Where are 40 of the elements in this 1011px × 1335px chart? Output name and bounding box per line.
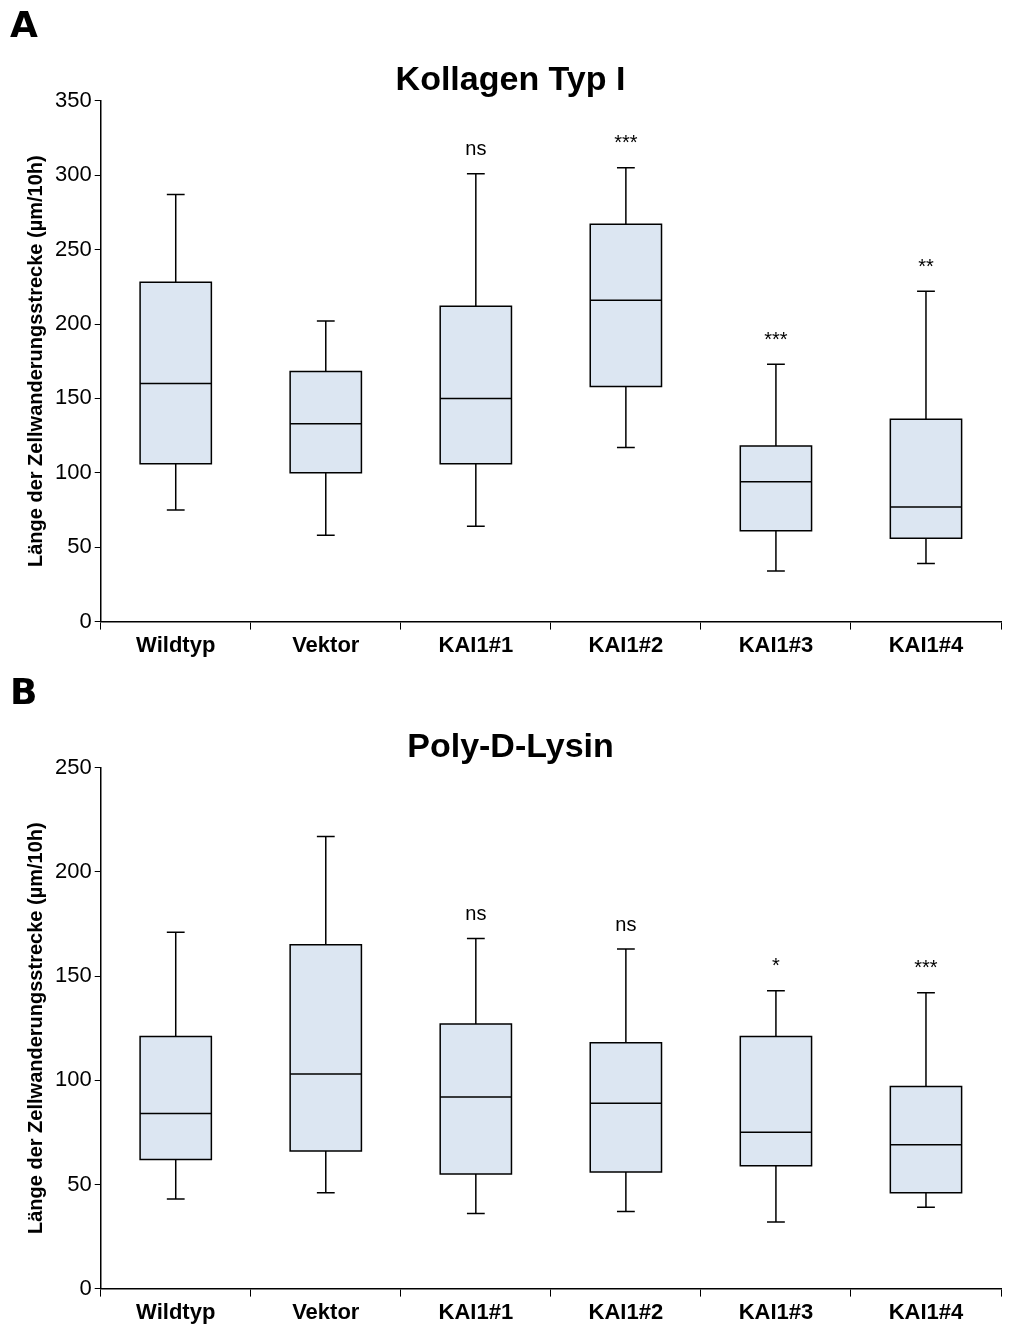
- y-tick-label: 50: [67, 1170, 92, 1196]
- annotation: ***: [764, 327, 788, 350]
- y-tick-label: 150: [54, 384, 92, 410]
- y-tick-label: 300: [54, 161, 92, 187]
- y-tick-label: 200: [54, 858, 92, 884]
- y-tick-label: 350: [54, 86, 92, 112]
- annotation: *: [772, 954, 781, 977]
- x-tick-label: KAI1#2: [588, 1298, 664, 1324]
- x-tick-label: KAI1#4: [888, 631, 965, 657]
- x-tick-label: KAI1#1: [438, 631, 514, 657]
- chart-title: Poly-D-Lysin: [407, 725, 614, 764]
- x-tick-label: KAI1#3: [738, 631, 814, 657]
- x-tick-label: Wildtyp: [136, 631, 216, 657]
- annotation: ***: [914, 956, 938, 979]
- y-axis-title: Länge der Zellwanderungsstrecke (µm/10h): [23, 822, 46, 1235]
- annotation: **: [918, 254, 934, 277]
- y-tick-label: 200: [54, 310, 92, 336]
- text: A: [10, 4, 38, 45]
- x-tick-label: KAI1#2: [588, 631, 664, 657]
- text: B: [10, 671, 38, 712]
- annotation: ns: [465, 902, 487, 925]
- annotation: ***: [614, 131, 638, 154]
- y-tick-label: 150: [54, 962, 92, 988]
- chart-title: Kollagen Typ I: [395, 58, 626, 97]
- y-tick-label: 250: [54, 235, 92, 261]
- x-tick-label: KAI1#3: [738, 1298, 814, 1324]
- x-tick-label: Vektor: [292, 631, 360, 657]
- y-tick-label: 250: [54, 753, 92, 779]
- y-tick-label: 0: [79, 1274, 92, 1300]
- y-tick-label: 0: [79, 607, 92, 633]
- y-axis-title: Länge der Zellwanderungsstrecke (µm/10h): [23, 155, 46, 568]
- x-tick-label: Wildtyp: [136, 1298, 216, 1324]
- y-tick-label: 100: [54, 458, 92, 484]
- annotation: ns: [465, 137, 487, 160]
- x-tick-label: Vektor: [292, 1298, 360, 1324]
- annotation: ns: [615, 912, 637, 935]
- x-tick-label: KAI1#1: [438, 1298, 514, 1324]
- y-tick-label: 50: [67, 533, 92, 559]
- x-tick-label: KAI1#4: [888, 1298, 965, 1324]
- y-tick-label: 100: [54, 1066, 92, 1092]
